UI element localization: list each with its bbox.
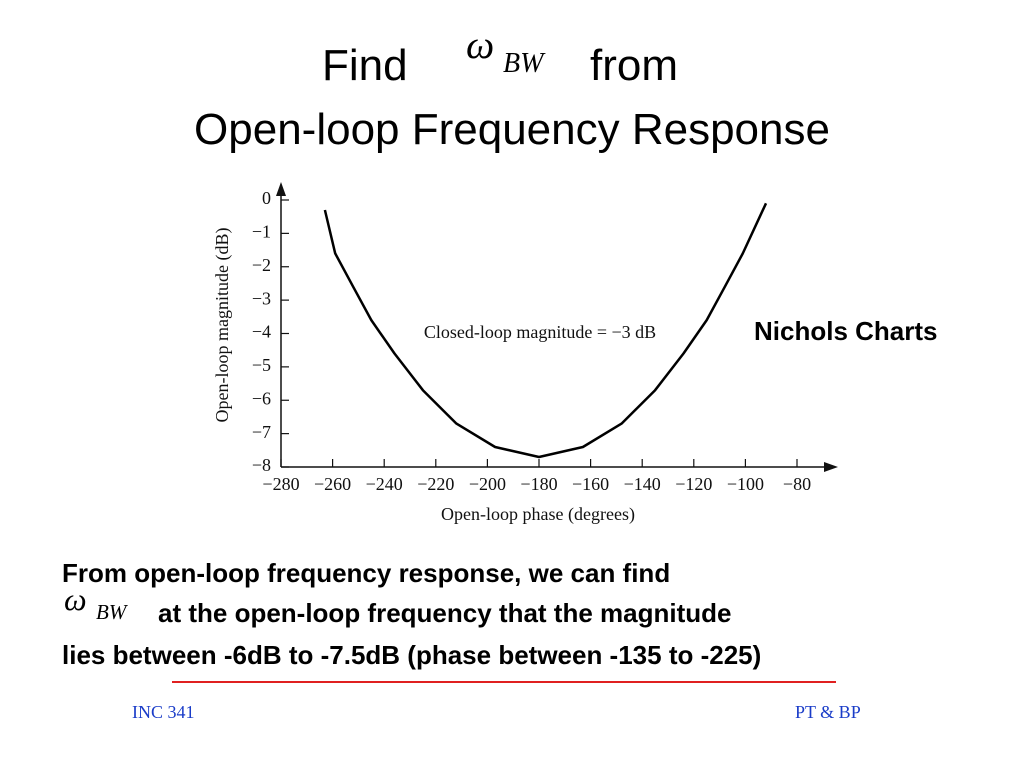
y-tick-label: −6 — [252, 388, 271, 408]
side-label: Nichols Charts — [754, 316, 938, 346]
y-tick-label: −7 — [252, 422, 271, 442]
title-symbol: ω — [466, 22, 494, 67]
y-tick-label: −4 — [252, 322, 271, 342]
x-axis-title: Open-loop phase (degrees) — [441, 504, 635, 525]
body-text: lies between -6dB to -7.5dB (phase betwe… — [62, 640, 761, 670]
body-subscript: BW — [96, 600, 129, 624]
x-tick-label: −80 — [783, 474, 811, 494]
footer-text: PT & BP — [795, 702, 861, 722]
y-tick-label: −5 — [252, 355, 271, 375]
x-tick-label: −280 — [262, 474, 299, 494]
x-tick-label: −100 — [727, 474, 764, 494]
x-axis-arrow — [824, 462, 838, 472]
body-text: From open-loop frequency response, we ca… — [62, 558, 670, 588]
body-text: at the open-loop frequency that the magn… — [158, 598, 731, 628]
x-tick-label: −140 — [624, 474, 661, 494]
y-axis-arrow — [276, 182, 286, 196]
x-tick-label: −200 — [469, 474, 506, 494]
title-text: Find — [322, 41, 408, 90]
title-subscript: BW — [503, 48, 546, 79]
chart: Closed-loop magnitude = −3 dB Open-loop … — [212, 182, 838, 525]
x-tick-label: −260 — [314, 474, 351, 494]
x-tick-label: −220 — [417, 474, 454, 494]
body-symbol: ω — [64, 581, 87, 617]
title-text: Open-loop Frequency Response — [194, 105, 830, 154]
curve — [323, 202, 768, 459]
title-text: from — [590, 41, 678, 90]
footer-text: INC 341 — [132, 702, 195, 722]
y-tick-label: 0 — [262, 188, 271, 208]
y-axis-title: Open-loop magnitude (dB) — [212, 228, 233, 423]
y-tick-label: −3 — [252, 288, 271, 308]
y-tick-label: −2 — [252, 255, 271, 275]
x-tick-label: −240 — [366, 474, 403, 494]
y-tick-label: −1 — [252, 222, 271, 242]
y-tick-label: −8 — [252, 455, 271, 475]
x-tick-label: −120 — [675, 474, 712, 494]
x-tick-label: −160 — [572, 474, 609, 494]
x-tick-label: −180 — [520, 474, 557, 494]
annotation: Closed-loop magnitude = −3 dB — [424, 322, 656, 342]
